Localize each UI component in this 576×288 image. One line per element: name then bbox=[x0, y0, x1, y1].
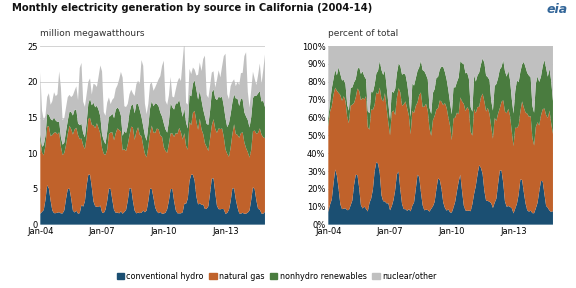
Text: eia: eia bbox=[546, 3, 567, 16]
Text: million megawatthours: million megawatthours bbox=[40, 29, 145, 38]
Text: percent of total: percent of total bbox=[328, 29, 399, 38]
Text: Monthly electricity generation by source in California (2004-14): Monthly electricity generation by source… bbox=[12, 3, 372, 13]
Legend: conventional hydro, natural gas, nonhydro renewables, nuclear/other: conventional hydro, natural gas, nonhydr… bbox=[113, 268, 439, 284]
